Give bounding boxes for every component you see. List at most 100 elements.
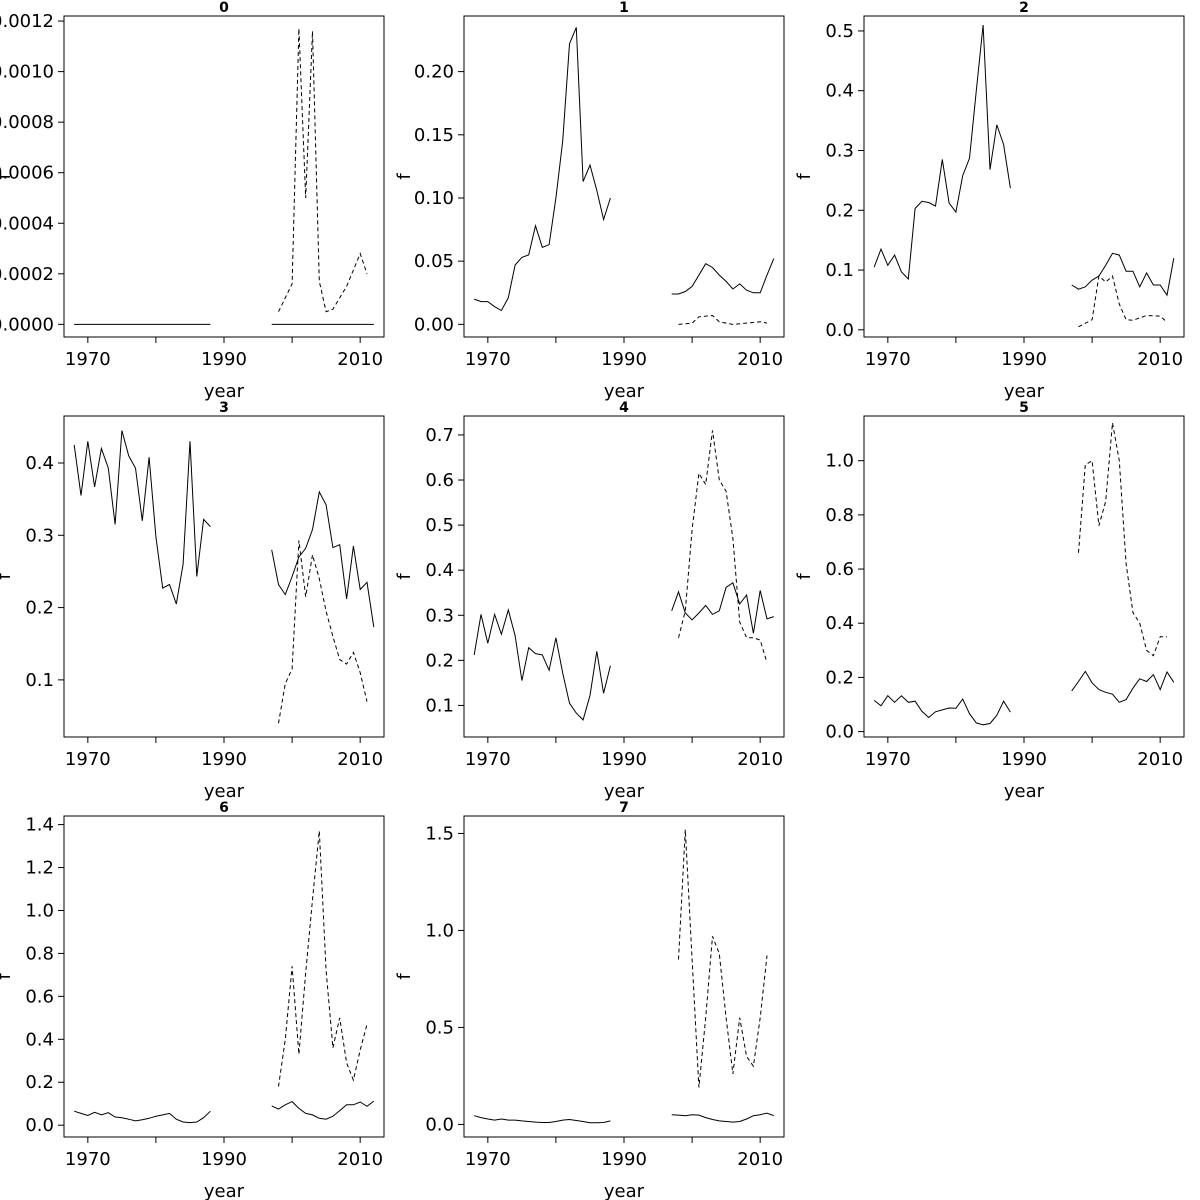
panel-7: 7 1970 1990 2010 0.0 0.5 1.0 1.5 year f — [394, 800, 785, 1200]
solid-series-line — [873, 694, 1011, 726]
panel-title: 4 — [619, 400, 629, 416]
y-tick-label: 0.6 — [25, 986, 54, 1007]
y-tick-label: 0.4 — [25, 453, 54, 474]
y-tick-label: 0.0 — [25, 1115, 54, 1136]
x-tick-label: 1970 — [65, 1149, 111, 1170]
panel-frame — [863, 415, 1185, 738]
x-axis-label: year — [204, 381, 245, 402]
panel-title: 5 — [1019, 400, 1029, 416]
y-tick-label: 1.0 — [425, 920, 454, 941]
panel-frame — [463, 15, 785, 338]
panel-title: 6 — [219, 800, 229, 816]
panel-frame — [63, 415, 385, 738]
panel-frame — [463, 415, 785, 738]
dashed-series-line — [1078, 275, 1168, 328]
solid-series-line — [474, 27, 611, 312]
y-tick-label: 0.4 — [25, 1029, 54, 1050]
x-tick-label: 1990 — [601, 1149, 647, 1170]
y-tick-label: 0.0000 — [0, 314, 54, 335]
x-tick-label: 1970 — [865, 349, 911, 370]
y-tick-label: 1.4 — [25, 815, 54, 836]
x-tick-label: 1970 — [465, 349, 511, 370]
panel-frame — [863, 15, 1185, 338]
y-tick-label: 0.2 — [825, 200, 854, 221]
solid-series-line — [671, 258, 775, 295]
solid-series-line — [671, 1112, 774, 1123]
x-axis-label: year — [1004, 381, 1045, 402]
y-tick-label: 1.5 — [425, 823, 454, 844]
dashed-series-line — [278, 540, 368, 724]
x-tick-label: 2010 — [337, 349, 383, 370]
y-tick-label: 0.6 — [425, 470, 454, 491]
y-axis-label: f — [0, 573, 15, 580]
y-axis-label: f — [0, 173, 15, 180]
y-tick-label: 0.4 — [825, 81, 854, 102]
solid-series-line — [1071, 252, 1175, 297]
x-tick-label: 1970 — [865, 749, 911, 770]
x-tick-label: 2010 — [737, 349, 783, 370]
solid-series-line — [873, 24, 1011, 281]
dashed-series-line — [678, 829, 768, 1088]
y-axis-label: f — [0, 973, 15, 980]
y-axis-label: f — [394, 173, 415, 180]
y-tick-label: 0.0004 — [0, 213, 54, 234]
y-tick-label: 0.0012 — [0, 11, 54, 32]
y-axis-label: f — [394, 973, 415, 980]
y-axis-label: f — [794, 573, 815, 580]
panel-frame — [63, 815, 385, 1138]
y-tick-label: 0.2 — [425, 650, 454, 671]
y-axis-label: f — [794, 173, 815, 180]
y-tick-label: 0.0 — [825, 320, 854, 341]
y-tick-label: 0.4 — [425, 560, 454, 581]
y-tick-label: 0.10 — [414, 188, 454, 209]
x-axis-label: year — [604, 1181, 645, 1200]
panel-5: 5 1970 1990 2010 0.0 0.2 0.4 0.6 0.8 1.0 year f — [794, 400, 1185, 802]
x-axis-label: year — [604, 781, 645, 802]
x-axis-label: year — [1004, 781, 1045, 802]
panel-frame — [463, 815, 785, 1138]
y-tick-label: 0.1 — [825, 260, 854, 281]
panel-frame — [63, 15, 385, 338]
dashed-series-line — [678, 314, 768, 325]
y-tick-label: 0.2 — [825, 667, 854, 688]
x-tick-label: 1990 — [201, 749, 247, 770]
solid-series-line — [73, 430, 211, 605]
y-tick-label: 0.8 — [825, 505, 854, 526]
x-tick-label: 2010 — [737, 1149, 783, 1170]
y-tick-label: 0.15 — [414, 125, 454, 146]
y-tick-label: 0.2 — [25, 1072, 54, 1093]
y-tick-label: 0.1 — [25, 670, 54, 691]
y-tick-label: 0.0006 — [0, 163, 54, 184]
y-tick-label: 0.5 — [825, 21, 854, 42]
y-tick-label: 0.0008 — [0, 112, 54, 133]
y-tick-label: 0.6 — [825, 559, 854, 580]
y-tick-label: 0.00 — [414, 314, 454, 335]
panel-title: 0 — [219, 0, 229, 16]
panel-1: 1 1970 1990 2010 0.00 0.05 0.10 0.15 0.20 year f — [394, 0, 785, 402]
y-tick-label: 0.4 — [825, 613, 854, 634]
panel-title: 3 — [219, 400, 229, 416]
y-tick-label: 0.3 — [425, 605, 454, 626]
x-tick-label: 2010 — [337, 749, 383, 770]
dashed-series-line — [278, 830, 368, 1087]
panel-title: 7 — [619, 800, 629, 816]
y-tick-label: 0.0010 — [0, 62, 54, 83]
y-tick-label: 1.2 — [25, 858, 54, 879]
x-axis-label: year — [204, 781, 245, 802]
dashed-series-line — [678, 430, 768, 663]
y-tick-label: 0.3 — [25, 525, 54, 546]
dashed-series-line — [1078, 422, 1167, 657]
panel-title: 1 — [619, 0, 629, 16]
y-tick-label: 0.8 — [25, 943, 54, 964]
x-tick-label: 1990 — [601, 349, 647, 370]
y-tick-label: 0.05 — [414, 251, 454, 272]
x-tick-label: 2010 — [1137, 749, 1183, 770]
panel-6: 6 1970 1990 2010 0.0 0.2 0.4 0.6 0.8 1.0 1.2 1.4 yea… — [0, 800, 385, 1200]
x-tick-label: 1970 — [65, 349, 111, 370]
y-tick-label: 1.0 — [25, 900, 54, 921]
solid-series-line — [74, 1110, 211, 1124]
x-tick-label: 1990 — [201, 1149, 247, 1170]
x-tick-label: 1970 — [465, 749, 511, 770]
y-tick-label: 1.0 — [825, 451, 854, 472]
